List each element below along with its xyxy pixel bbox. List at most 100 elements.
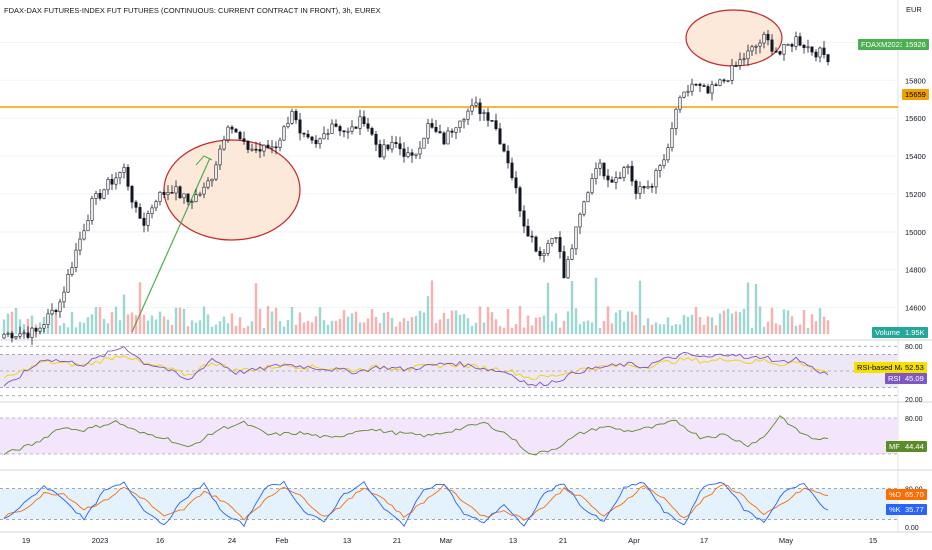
candle-body — [542, 253, 546, 256]
volume-bar — [314, 316, 318, 334]
volume-bar — [454, 310, 458, 334]
volume-bar — [502, 327, 506, 334]
candle-body — [282, 126, 286, 141]
candle-body — [174, 186, 178, 194]
rsi-tag: RSI — [885, 373, 904, 384]
candle-body — [366, 123, 370, 129]
volume-bar — [118, 320, 122, 334]
candle-body — [70, 267, 74, 275]
volume-bar — [170, 324, 174, 334]
candle-body — [706, 86, 710, 94]
candle-body — [214, 164, 218, 180]
candle-body — [654, 170, 658, 188]
candle-body — [642, 186, 646, 189]
volume-bar — [258, 308, 262, 334]
volume-bar — [486, 307, 490, 334]
candle-body — [190, 201, 194, 203]
volume-bar — [238, 317, 242, 334]
highlight-ellipse-2 — [685, 9, 783, 67]
symbol-price-tag: 15926 — [902, 39, 929, 50]
time-tick-label: 13 — [343, 536, 351, 545]
candle-body — [142, 217, 146, 226]
volume-bar — [94, 307, 98, 334]
volume-bar — [626, 311, 630, 334]
candle-body — [38, 327, 42, 332]
candle-body — [502, 143, 506, 152]
volume-bar — [650, 324, 654, 334]
candle-body — [726, 80, 730, 82]
volume-bar — [146, 320, 150, 334]
volume-bar — [822, 316, 826, 334]
candle-body — [718, 79, 722, 86]
candle-body — [138, 207, 142, 219]
candle-body — [418, 147, 422, 155]
candle-body — [78, 238, 82, 251]
candle-body — [334, 123, 338, 127]
candle-body — [18, 333, 22, 337]
time-tick-label: 2023 — [92, 536, 109, 545]
candle-body — [382, 144, 386, 158]
volume-bar — [658, 324, 662, 334]
volume-bar — [250, 321, 254, 334]
volume-bar — [182, 308, 186, 334]
stoch-k-tag: %K — [886, 504, 904, 515]
volume-bar — [450, 310, 454, 334]
volume-bar — [790, 316, 794, 334]
volume-bar — [418, 310, 422, 334]
volume-bar — [234, 325, 238, 334]
candle-body — [710, 84, 714, 94]
volume-bar — [710, 317, 714, 334]
volume-bar — [58, 325, 62, 334]
candle-body — [514, 177, 518, 189]
candle-body — [802, 44, 806, 49]
volume-bar — [218, 321, 222, 334]
volume-bar — [438, 319, 442, 334]
candle-body — [742, 58, 746, 61]
volume-bar — [278, 321, 282, 334]
volume-bar — [398, 321, 402, 334]
candle-body — [438, 131, 442, 134]
candle-body — [26, 332, 30, 338]
rsi-ma-value-tag: 52.53 — [902, 362, 927, 373]
volume-bar — [714, 325, 718, 334]
time-tick-label: 13 — [509, 536, 517, 545]
volume-bar — [498, 325, 502, 334]
volume-bar — [630, 311, 634, 334]
volume-bar — [62, 323, 66, 334]
volume-bar — [598, 327, 602, 334]
volume-bar — [746, 282, 750, 334]
volume-bar — [158, 311, 162, 334]
candle-body — [734, 65, 738, 67]
volume-bar — [90, 314, 94, 334]
volume-bar — [554, 313, 558, 334]
candle-body — [30, 327, 34, 338]
candle-body — [626, 165, 630, 169]
volume-bar — [698, 316, 702, 334]
candle-body — [822, 47, 826, 55]
volume-bar — [546, 282, 550, 334]
candle-body — [566, 259, 570, 279]
volume-tag: Volume — [872, 327, 904, 338]
candle-body — [402, 148, 406, 157]
volume-bar — [154, 319, 158, 334]
volume-bar — [226, 323, 230, 334]
volume-bar — [666, 317, 670, 334]
volume-bar — [794, 325, 798, 334]
volume-bar — [178, 307, 182, 334]
volume-bar — [494, 319, 498, 334]
volume-bar — [430, 280, 434, 334]
volume-bar — [98, 307, 102, 334]
candle-body — [578, 213, 582, 228]
candle-body — [430, 123, 434, 128]
candle-body — [674, 108, 678, 129]
volume-bar — [530, 325, 534, 334]
volume-bar — [562, 320, 566, 334]
volume-bar — [638, 280, 642, 334]
time-tick-label: 21 — [393, 536, 401, 545]
volume-bar — [422, 312, 426, 334]
volume-bar — [434, 322, 438, 334]
volume-bar — [350, 313, 354, 334]
candle-body — [34, 327, 38, 332]
candle-body — [550, 238, 554, 244]
